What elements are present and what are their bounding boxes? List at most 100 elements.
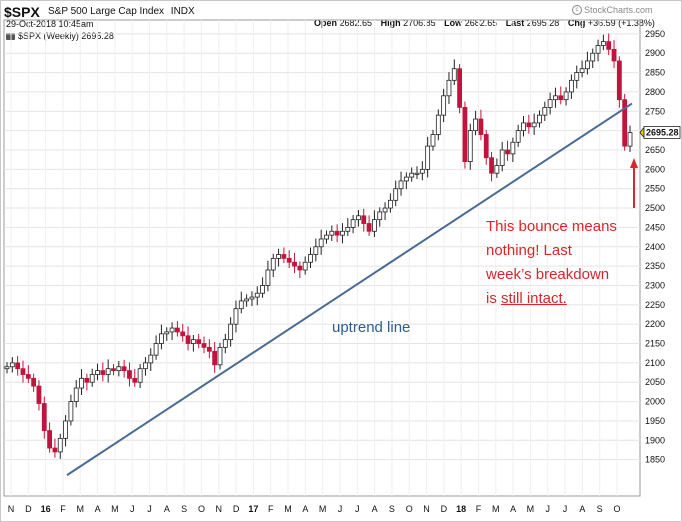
index-name: S&P 500 Large Cap Index INDX <box>48 6 195 17</box>
candle <box>116 366 122 372</box>
uptrend-line <box>66 102 633 476</box>
candle <box>206 346 212 352</box>
candle <box>164 331 170 335</box>
x-tick-label: M <box>492 504 500 514</box>
candle <box>244 298 250 302</box>
chg-label: Chg <box>567 18 586 28</box>
high-label: High <box>380 18 401 28</box>
low-label: Low <box>444 18 463 28</box>
x-tick-label: A <box>579 504 585 514</box>
candle <box>425 145 431 170</box>
x-tick-label: M <box>527 504 535 514</box>
candle <box>169 327 175 333</box>
last-price-pointer <box>639 126 645 139</box>
candle <box>489 157 494 174</box>
candle <box>547 99 553 108</box>
candle <box>622 99 628 147</box>
candle <box>478 118 484 135</box>
candle <box>574 72 580 81</box>
y-tick-label: 2800 <box>645 87 665 97</box>
y-tick-label: 2050 <box>645 377 665 387</box>
y-tick-label: 2950 <box>645 29 665 39</box>
candle <box>398 180 404 190</box>
x-tick-label: D <box>441 504 448 514</box>
candle <box>585 60 590 70</box>
candle <box>521 122 526 132</box>
candle <box>627 132 633 147</box>
candle <box>281 254 287 259</box>
copyright-icon: c <box>572 5 582 15</box>
x-tick-label: J <box>355 504 360 514</box>
candle <box>212 350 218 366</box>
candle <box>324 234 329 240</box>
y-tick-label: 2850 <box>645 68 665 78</box>
candle <box>52 447 58 453</box>
candle <box>25 374 31 379</box>
legend-text: $SPX (Weekly) 2695.28 <box>18 31 114 41</box>
x-tick-label: N <box>423 504 430 514</box>
candle <box>563 91 569 101</box>
candle <box>467 130 473 163</box>
candle <box>600 41 606 46</box>
candle <box>36 385 42 404</box>
candle <box>143 362 148 370</box>
candle <box>515 130 521 143</box>
candle <box>127 370 132 379</box>
candle <box>84 377 90 383</box>
ohlc-readout: Open 2682.65 High 2706.85 Low 2682.65 La… <box>314 18 655 28</box>
y-tick-label: 2550 <box>645 184 665 194</box>
candle <box>457 68 463 108</box>
candle <box>340 230 345 236</box>
candle <box>505 149 510 155</box>
x-tick-label: 18 <box>456 504 466 514</box>
low-value: 2682.65 <box>464 18 498 28</box>
candle <box>63 420 68 439</box>
candle <box>387 199 393 209</box>
open-label: Open <box>314 18 338 28</box>
candle <box>366 223 372 232</box>
y-tick-label: 1950 <box>645 416 665 426</box>
note-line-3: week’s breakdown <box>486 266 610 283</box>
x-tick-label: O <box>406 504 413 514</box>
y-tick-label: 2600 <box>645 164 665 174</box>
index-name-text: S&P 500 Large Cap Index <box>48 6 165 17</box>
y-tick-label: 2500 <box>645 203 665 213</box>
candle <box>377 211 383 221</box>
candle <box>372 219 377 232</box>
note-line-4: is still intact. <box>486 287 646 311</box>
note-line-4-prefix: is <box>486 290 501 307</box>
plot-area <box>3 19 641 497</box>
last-value: 2695.28 <box>526 18 560 28</box>
last-label: Last <box>505 18 525 28</box>
x-tick-label: F <box>476 504 482 514</box>
copyright-text: StockCharts.com <box>584 5 653 15</box>
candle <box>105 368 111 375</box>
candle <box>228 323 234 341</box>
candle <box>292 261 297 267</box>
candle <box>393 188 399 201</box>
candle <box>31 377 37 387</box>
candle <box>68 401 74 422</box>
y-tick-label: 2250 <box>645 300 665 310</box>
candle <box>590 52 596 62</box>
y-tick-label: 2450 <box>645 222 665 232</box>
candle <box>100 370 106 375</box>
candle <box>89 374 95 383</box>
x-tick-label: O <box>613 504 620 514</box>
candle <box>270 257 276 271</box>
exchange-label: INDX <box>170 6 195 17</box>
candle <box>153 343 159 356</box>
annotation-note: This bounce means nothing! Last week’s b… <box>486 215 646 311</box>
y-tick-label: 2000 <box>645 397 665 407</box>
annotation-arrowhead <box>630 158 638 168</box>
candle <box>286 257 292 263</box>
x-tick-label: D <box>25 504 32 514</box>
chg-value: +36.59 (+1.38%) <box>587 18 655 28</box>
y-tick-label: 2100 <box>645 358 665 368</box>
candle <box>531 122 537 128</box>
x-tick-label: O <box>198 504 205 514</box>
x-tick-label: 16 <box>41 504 51 514</box>
x-tick-label: D <box>233 504 240 514</box>
x-tick-label: M <box>77 504 85 514</box>
